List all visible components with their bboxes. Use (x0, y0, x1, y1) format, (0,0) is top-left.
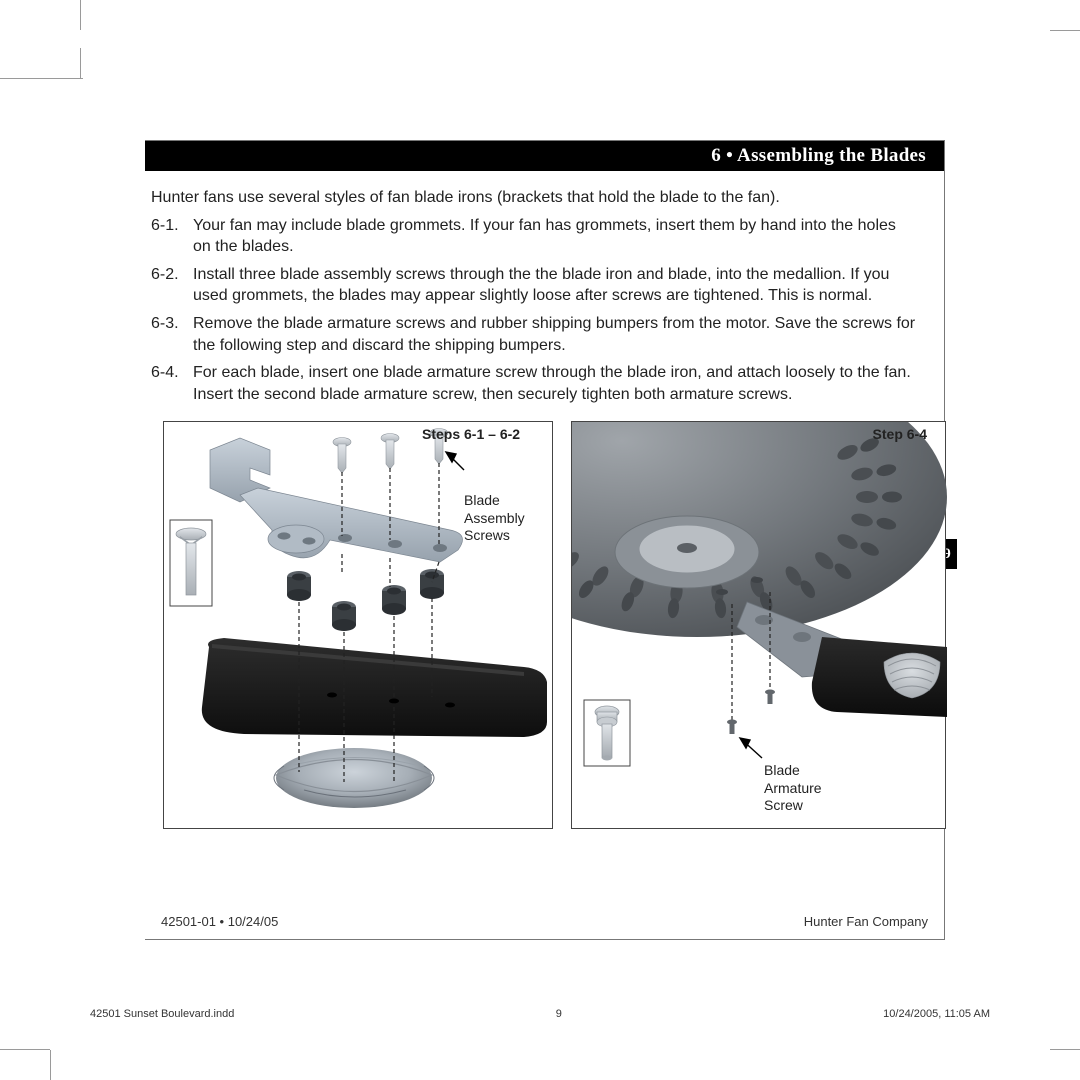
step-text: Remove the blade armature screws and rub… (193, 313, 916, 356)
step-number: 6-1. (151, 215, 193, 258)
imprint-timestamp: 10/24/2005, 11:05 AM (883, 1008, 990, 1020)
section-title: 6 • Assembling the Blades (711, 145, 926, 167)
figure-b-callout: Blade Armature Screw (764, 762, 822, 815)
imprint-page: 9 (556, 1008, 562, 1020)
step-item: 6-4.For each blade, insert one blade arm… (151, 362, 916, 405)
figure-step-6-4: Step 6-4 (571, 421, 946, 829)
imprint-line: 42501 Sunset Boulevard.indd 9 10/24/2005… (90, 1008, 990, 1020)
section-title-bar: 6 • Assembling the Blades (145, 141, 944, 171)
figure-b-title: Step 6-4 (873, 426, 927, 442)
step-list: 6-1.Your fan may include blade grommets.… (151, 215, 916, 406)
figure-a-callout: Blade Assembly Screws (464, 492, 525, 545)
step-item: 6-1.Your fan may include blade grommets.… (151, 215, 916, 258)
step-item: 6-3.Remove the blade armature screws and… (151, 313, 916, 356)
step-text: Install three blade assembly screws thro… (193, 264, 916, 307)
footer-left: 42501-01 • 10/24/05 (161, 914, 278, 929)
step-number: 6-4. (151, 362, 193, 405)
figure-a-illustration (164, 422, 554, 830)
step-text: Your fan may include blade grommets. If … (193, 215, 916, 258)
figure-b-illustration (572, 422, 947, 830)
footer-right: Hunter Fan Company (804, 914, 928, 929)
figure-steps-6-1-6-2: Steps 6-1 – 6-2 (163, 421, 553, 829)
figure-a-title: Steps 6-1 – 6-2 (422, 426, 520, 442)
imprint-file: 42501 Sunset Boulevard.indd (90, 1008, 234, 1020)
intro-paragraph: Hunter fans use several styles of fan bl… (151, 187, 916, 209)
step-item: 6-2.Install three blade assembly screws … (151, 264, 916, 307)
figures-row: Steps 6-1 – 6-2 (163, 421, 932, 829)
step-text: For each blade, insert one blade armatur… (193, 362, 916, 405)
step-number: 6-2. (151, 264, 193, 307)
step-number: 6-3. (151, 313, 193, 356)
page-footer: 42501-01 • 10/24/05 Hunter Fan Company (161, 914, 928, 929)
body-text: Hunter fans use several styles of fan bl… (145, 171, 944, 405)
